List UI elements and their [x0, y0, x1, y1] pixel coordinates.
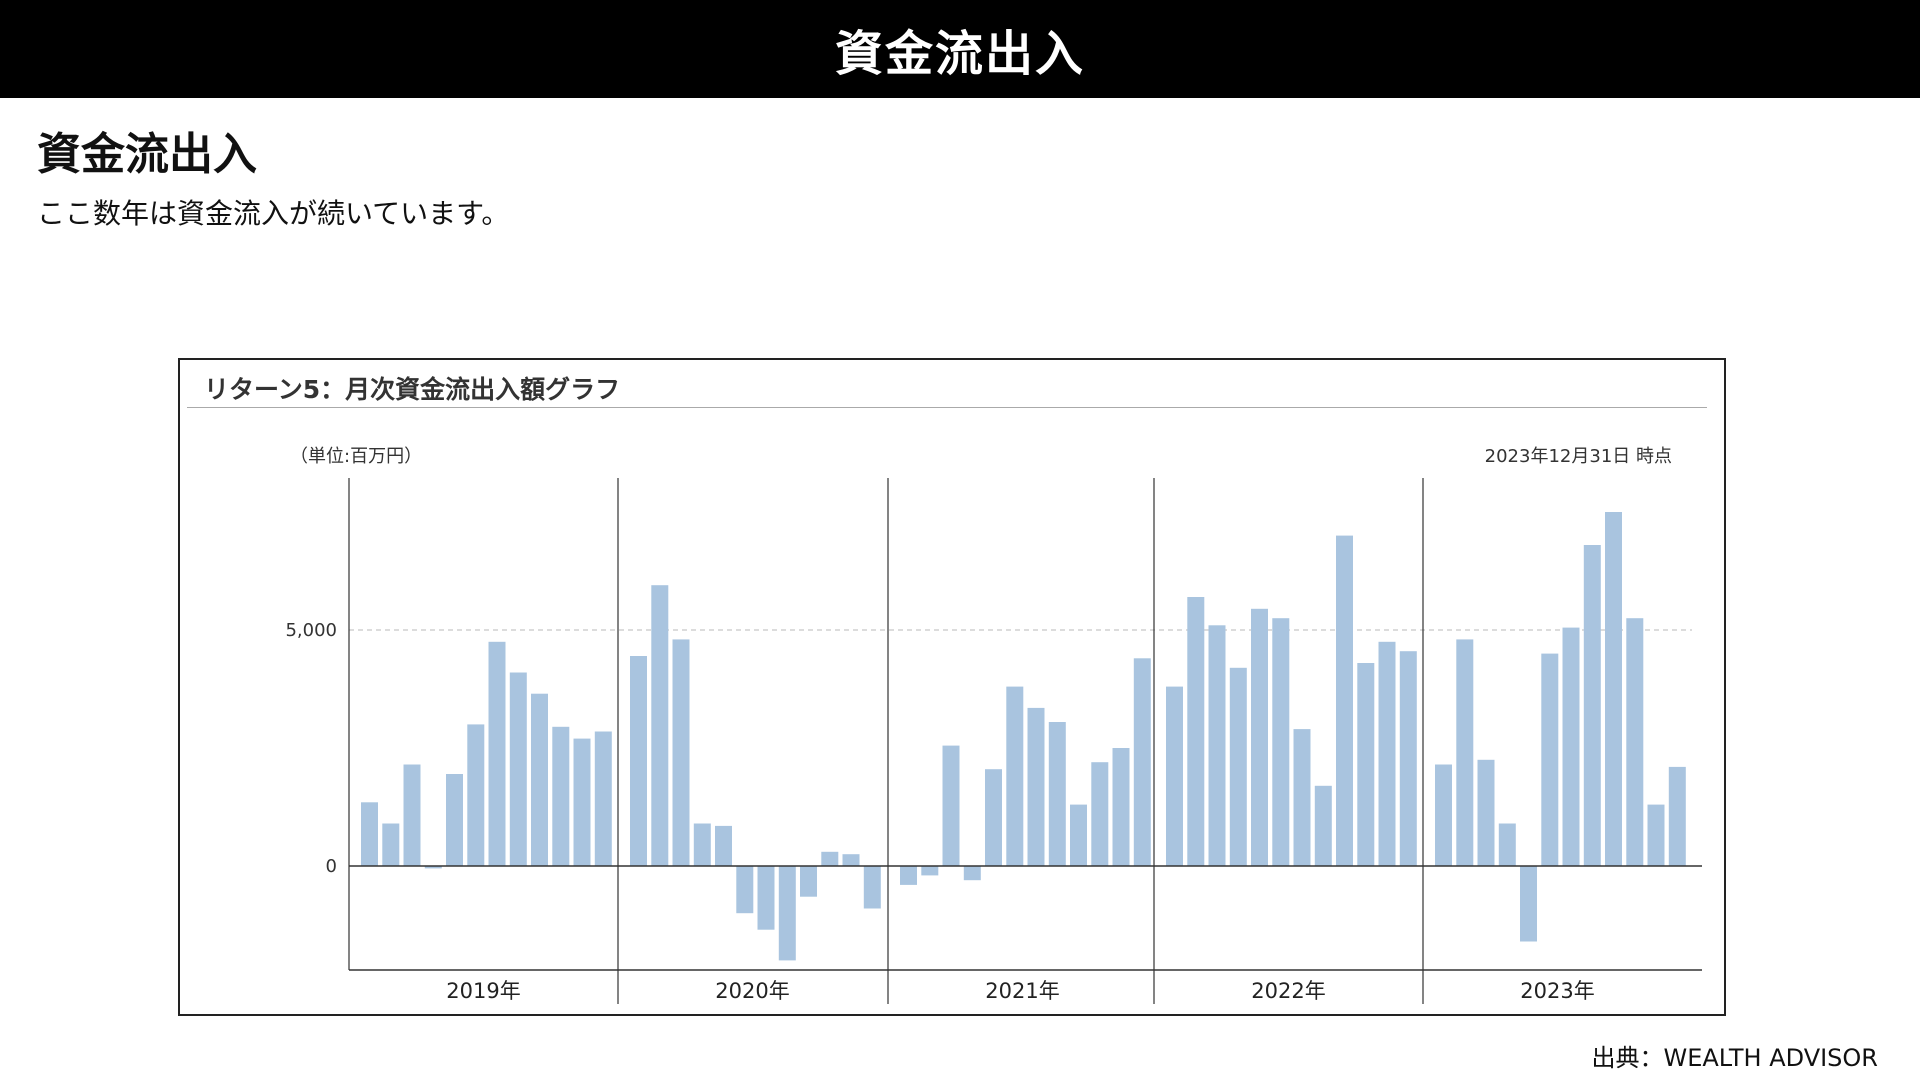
- x-tick-label-year: 2023年: [1520, 979, 1594, 1003]
- bar: [651, 585, 669, 866]
- bar: [509, 672, 527, 866]
- chart-frame: リターン5：月次資金流出入額グラフ （単位:百万円） 2023年12月31日 時…: [178, 358, 1726, 1016]
- page-title: 資金流出入: [37, 129, 257, 180]
- bar: [1293, 729, 1311, 866]
- bar: [1378, 641, 1396, 866]
- x-tick-label-year: 2022年: [1251, 979, 1325, 1003]
- bar: [1435, 764, 1452, 866]
- bar: [1272, 618, 1290, 866]
- bar: [821, 851, 839, 866]
- page-subtitle: ここ数年は資金流入が続いています。: [37, 197, 510, 230]
- bar: [1070, 804, 1087, 866]
- bar: [1027, 707, 1045, 866]
- chart-title: リターン5：月次資金流出入額グラフ: [204, 375, 621, 404]
- bar: [1626, 618, 1644, 866]
- bar: [531, 693, 548, 866]
- chart-unit-label: （単位:百万円）: [290, 446, 423, 467]
- chart-as-of-date: 2023年12月31日 時点: [1484, 446, 1672, 467]
- bar: [467, 724, 485, 866]
- bar: [1583, 545, 1601, 866]
- bar: [963, 866, 981, 881]
- bar: [693, 823, 711, 866]
- bar: [921, 866, 939, 876]
- bar: [1498, 823, 1516, 866]
- bar: [1229, 667, 1247, 866]
- y-tick-label: 0: [326, 856, 337, 877]
- bar: [1314, 785, 1332, 866]
- bar: [488, 641, 506, 866]
- bar: [1112, 748, 1130, 866]
- bar: [1477, 759, 1495, 866]
- bar: [1520, 866, 1537, 942]
- bar: [736, 866, 754, 914]
- bar: [1006, 686, 1024, 866]
- bar: [900, 866, 917, 885]
- bar: [1336, 535, 1353, 866]
- bar: [403, 764, 421, 866]
- bar: [1187, 597, 1205, 866]
- bar-chart: 0 5,000 2019年 2020年 2021年 2022年 2023年: [285, 478, 1702, 1004]
- bar: [1048, 722, 1066, 866]
- bar: [573, 738, 591, 866]
- bar: [1399, 651, 1417, 866]
- source-note: 出典：WEALTH ADVISOR: [1591, 1044, 1879, 1072]
- bar: [1668, 766, 1686, 866]
- bar: [757, 866, 775, 930]
- bar: [863, 866, 881, 909]
- page-header-title: 資金流出入: [834, 26, 1085, 82]
- bar: [424, 866, 442, 869]
- bar: [361, 802, 378, 866]
- bar: [985, 769, 1002, 866]
- bar: [1357, 663, 1375, 866]
- bar: [1541, 653, 1559, 866]
- bar: [800, 866, 817, 897]
- bar: [842, 854, 860, 866]
- top-title-bar: 資金流出入: [0, 0, 1920, 98]
- bar: [1456, 639, 1474, 866]
- bar: [1647, 804, 1665, 866]
- bar: [1091, 762, 1109, 866]
- bar: [594, 731, 612, 866]
- bar: [1166, 686, 1183, 866]
- x-tick-label-year: 2020年: [715, 979, 789, 1003]
- bar: [630, 656, 647, 866]
- bar: [552, 726, 570, 866]
- bar: [382, 823, 400, 866]
- bar: [1605, 512, 1622, 866]
- bar: [1208, 625, 1226, 866]
- bar: [942, 745, 960, 866]
- bar: [1133, 658, 1151, 866]
- x-tick-label-year: 2019年: [446, 979, 520, 1003]
- bar: [672, 639, 690, 866]
- y-tick-label: 5,000: [285, 620, 337, 641]
- x-tick-label-year: 2021年: [985, 979, 1059, 1003]
- bar: [1251, 608, 1268, 866]
- bar: [715, 825, 732, 866]
- chart-title-divider: [187, 407, 1707, 408]
- bar: [446, 774, 463, 866]
- bar: [778, 866, 796, 961]
- bar: [1562, 627, 1580, 866]
